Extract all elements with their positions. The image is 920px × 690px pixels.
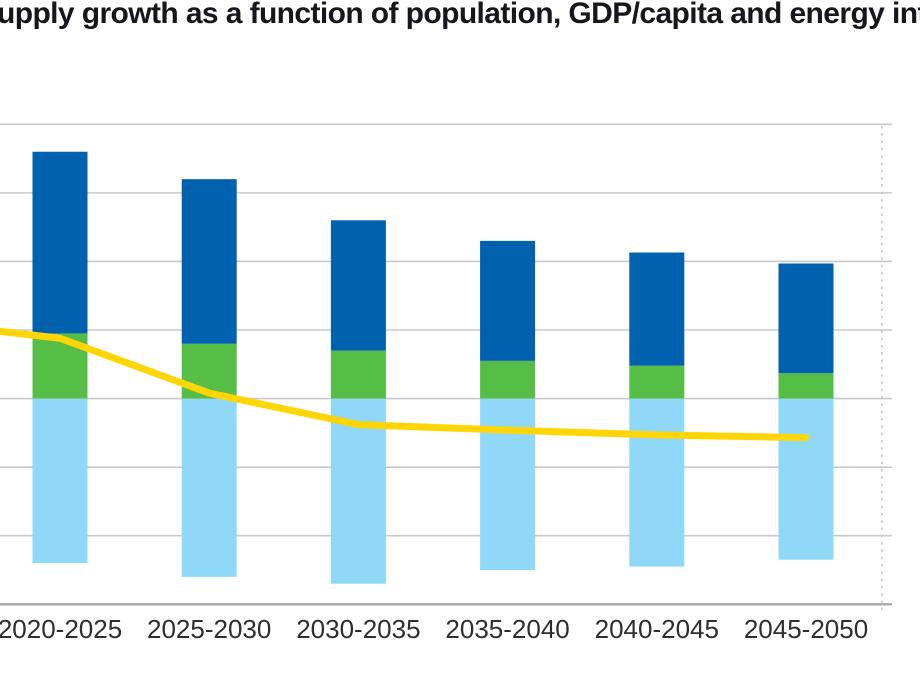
bar-segment-energy-intensity <box>330 398 386 584</box>
x-axis-label: 2020-2025 <box>0 614 123 644</box>
bar-segment-energy-intensity <box>181 398 237 577</box>
bar-segment-energy-intensity <box>778 398 834 560</box>
x-axis-label: 2040-2045 <box>594 614 719 644</box>
bar-segment-energy-intensity <box>629 398 685 567</box>
bar-segment-population <box>629 365 685 399</box>
x-axis-label: 2025-2030 <box>147 614 272 644</box>
bar-segment-energy-intensity <box>32 398 88 564</box>
bar-segment-gdp-per-capita <box>181 179 237 344</box>
x-axis-label: 2035-2040 <box>445 614 570 644</box>
bar-segment-gdp-per-capita <box>778 263 834 374</box>
bar-segment-gdp-per-capita <box>629 252 685 366</box>
bar-segment-population <box>330 350 386 399</box>
x-axis-label: 2045-2050 <box>743 614 869 644</box>
bar-segment-gdp-per-capita <box>330 220 386 351</box>
chart-title: upply growth as a function of population… <box>0 0 920 30</box>
trend-line-supply-growth <box>0 327 810 442</box>
bar-segment-gdp-per-capita <box>32 151 88 334</box>
bar-segment-gdp-per-capita <box>480 240 536 361</box>
bar-segment-population <box>480 360 536 399</box>
bar-segment-population <box>778 373 834 399</box>
x-axis-label: 2030-2035 <box>296 614 421 644</box>
